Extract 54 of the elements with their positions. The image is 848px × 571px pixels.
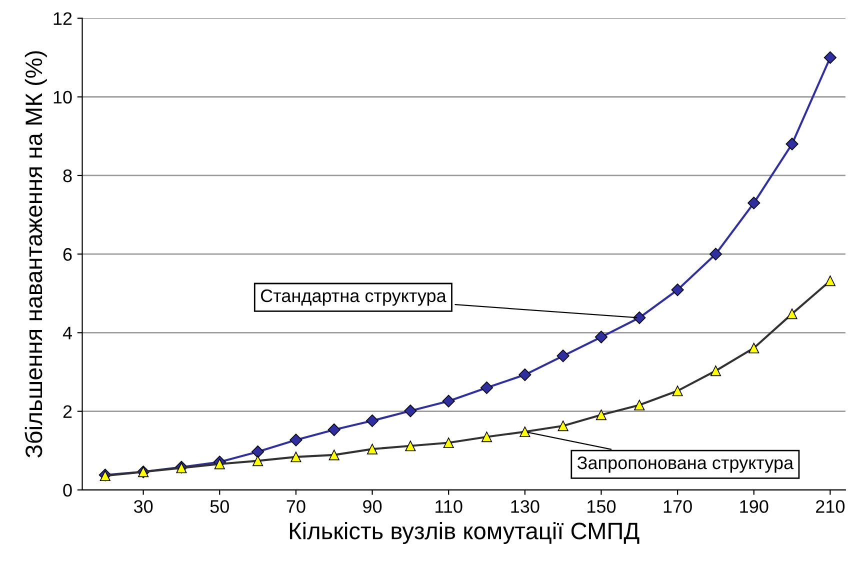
- y-tick-label: 10: [54, 90, 72, 104]
- point: [214, 458, 225, 470]
- point: [520, 426, 530, 438]
- point: [328, 450, 340, 460]
- point: [596, 410, 607, 420]
- x-tick-label: 90: [363, 500, 382, 513]
- point: [709, 248, 722, 260]
- x-tick-label: 150: [588, 500, 616, 513]
- x-tick-label: 170: [664, 500, 692, 513]
- point: [748, 196, 760, 210]
- y-tick-label: 2: [63, 405, 72, 418]
- point: [290, 452, 302, 462]
- x-axis-title: Кількість вузлів комутації СМПД: [290, 522, 640, 544]
- point: [404, 404, 417, 418]
- point: [824, 51, 837, 64]
- point: [786, 308, 798, 320]
- point: [328, 423, 340, 436]
- point: [252, 456, 264, 466]
- point: [366, 414, 379, 428]
- y-tick-label: 4: [62, 326, 72, 340]
- x-tick-label: 210: [816, 500, 845, 513]
- annotation: Запропонована структура: [577, 456, 794, 473]
- x-tick-label: 190: [740, 500, 768, 513]
- y-tick-label: 6: [63, 248, 72, 261]
- annotation: Стандартна структура: [260, 289, 446, 306]
- x-tick-label: 70: [286, 500, 306, 513]
- y-tick-label: 8: [63, 169, 72, 182]
- y-axis-title: Збільшення навантаження на МК (%): [24, 51, 47, 458]
- point: [634, 400, 645, 410]
- point: [480, 381, 494, 394]
- point: [786, 138, 798, 150]
- point: [443, 437, 454, 448]
- y-tick-label: 12: [54, 12, 72, 25]
- point: [748, 342, 760, 354]
- point: [633, 311, 646, 324]
- point: [710, 366, 721, 376]
- point: [824, 276, 836, 286]
- x-tick-label: 30: [134, 500, 153, 513]
- point: [556, 350, 570, 362]
- point: [405, 440, 416, 452]
- x-tick-label: 110: [436, 500, 462, 513]
- point: [442, 394, 455, 408]
- point: [671, 284, 684, 296]
- point: [672, 386, 683, 396]
- point: [290, 434, 302, 446]
- point: [251, 445, 264, 458]
- y-tick-label: 0: [63, 484, 72, 497]
- point: [594, 330, 608, 344]
- point: [518, 368, 532, 382]
- x-tick-label: 130: [511, 500, 540, 513]
- point: [558, 420, 568, 432]
- point: [481, 432, 492, 442]
- point: [366, 444, 378, 454]
- x-tick-label: 50: [210, 500, 229, 513]
